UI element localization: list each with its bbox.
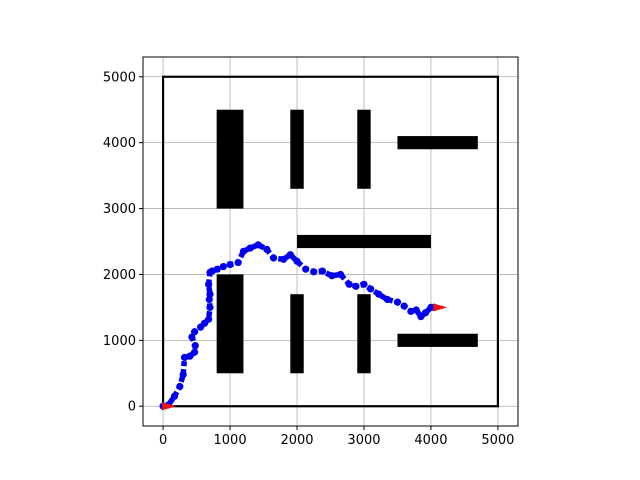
path-point bbox=[383, 295, 392, 304]
path-point bbox=[328, 272, 336, 280]
obstacle bbox=[297, 234, 431, 249]
path-point bbox=[293, 257, 301, 265]
axis-ticks: 0 1000 2000 3000 4000 5000 0 1000 2000 3000 4000 50… bbox=[103, 70, 515, 448]
obstacle bbox=[216, 109, 244, 209]
path-point bbox=[367, 285, 375, 293]
y-tick-label: 1000 bbox=[103, 334, 136, 349]
path-point bbox=[360, 280, 368, 288]
path-point bbox=[400, 302, 408, 310]
path-point bbox=[170, 392, 179, 400]
path-point bbox=[269, 254, 278, 262]
path-point bbox=[179, 371, 187, 379]
obstacle bbox=[290, 109, 304, 189]
path-point bbox=[286, 251, 294, 259]
path-point bbox=[310, 268, 318, 276]
obstacle bbox=[397, 136, 478, 150]
x-tick-label: 5000 bbox=[481, 433, 514, 448]
y-tick-label: 5000 bbox=[103, 70, 136, 85]
path-point bbox=[205, 315, 213, 323]
path-point bbox=[280, 255, 288, 263]
endpoint-markers bbox=[162, 303, 448, 411]
path-point bbox=[336, 270, 345, 279]
path-point bbox=[254, 241, 262, 249]
boundary-wall bbox=[161, 75, 500, 408]
path-point bbox=[417, 313, 425, 321]
path-point bbox=[234, 258, 242, 267]
path-point bbox=[190, 328, 199, 336]
map-boundary bbox=[161, 75, 500, 408]
obstacles bbox=[216, 109, 478, 374]
x-tick-label: 3000 bbox=[347, 433, 380, 448]
path-point bbox=[191, 342, 199, 350]
path-point bbox=[393, 298, 402, 306]
path-point bbox=[206, 290, 214, 298]
path-point bbox=[345, 280, 353, 288]
path-point bbox=[205, 295, 213, 304]
x-tick-label: 4000 bbox=[414, 433, 447, 448]
path-point bbox=[186, 352, 194, 360]
path-point bbox=[219, 262, 227, 271]
path-point bbox=[421, 309, 430, 317]
path-point bbox=[352, 282, 360, 290]
obstacle bbox=[397, 333, 478, 347]
end-marker bbox=[433, 303, 448, 312]
x-tick-label: 1000 bbox=[214, 433, 247, 448]
path-point bbox=[213, 265, 221, 273]
path-point bbox=[318, 267, 327, 275]
path-point bbox=[226, 260, 234, 269]
obstacle bbox=[290, 294, 304, 374]
start-marker bbox=[162, 402, 177, 411]
obstacle bbox=[357, 109, 371, 189]
obstacle bbox=[357, 294, 371, 374]
path-point bbox=[246, 244, 254, 252]
y-tick-label: 2000 bbox=[103, 268, 136, 283]
path-point bbox=[239, 247, 248, 255]
axes-frame bbox=[142, 56, 519, 427]
path-point bbox=[375, 290, 383, 298]
path-point bbox=[302, 265, 310, 273]
x-tick-label: 2000 bbox=[280, 433, 313, 448]
path-point bbox=[205, 280, 213, 288]
y-tick-label: 3000 bbox=[103, 202, 136, 217]
path-point bbox=[412, 306, 420, 314]
obstacle bbox=[216, 274, 244, 374]
y-tick-label: 4000 bbox=[103, 136, 136, 151]
x-tick-label: 0 bbox=[159, 433, 167, 448]
path-point bbox=[176, 382, 184, 391]
path-point bbox=[263, 245, 271, 254]
path-point bbox=[206, 303, 214, 311]
path-point bbox=[190, 348, 199, 356]
y-tick-label: 0 bbox=[128, 400, 136, 415]
